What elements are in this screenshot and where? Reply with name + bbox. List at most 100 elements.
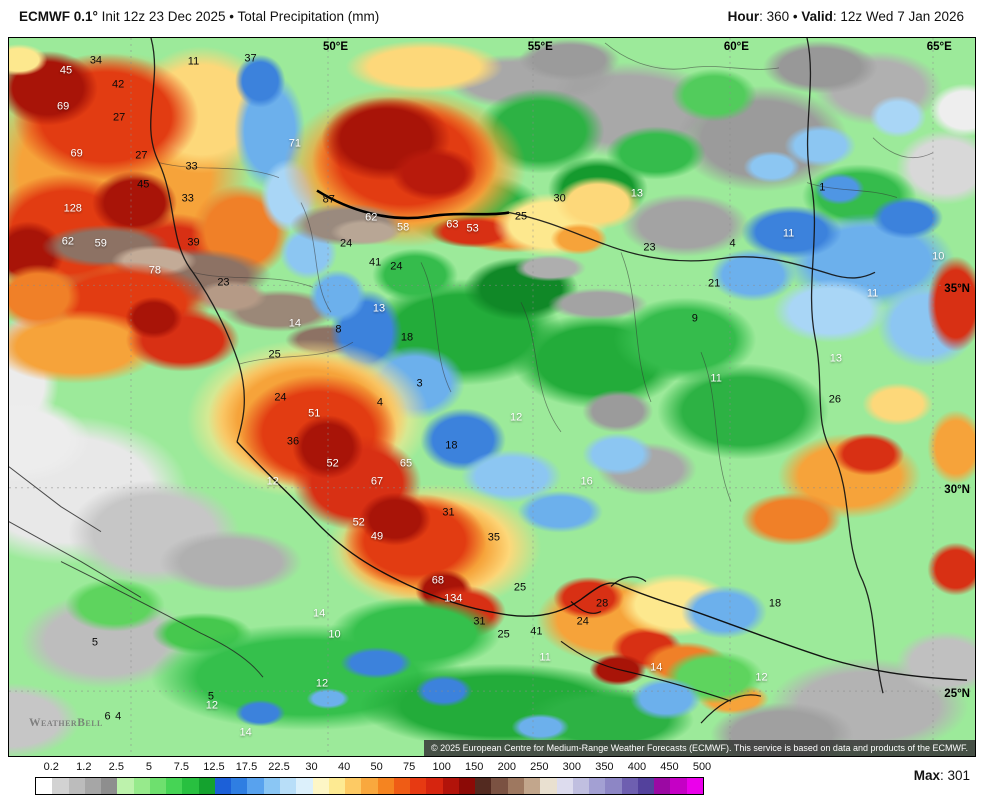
colorbar-tick-label: 300 (562, 761, 582, 773)
precip-value-label: 34 (89, 54, 103, 67)
precip-blob (347, 483, 444, 555)
precip-value-label: 25 (514, 210, 528, 223)
max-value-label: Max: 301 (914, 768, 970, 783)
precip-value-label: 31 (473, 615, 486, 628)
precip-value-label: 14 (650, 661, 663, 674)
precip-blob (849, 375, 947, 433)
colorbar-tick-label: 50 (370, 761, 383, 773)
colorbar-cell (279, 778, 297, 794)
max-value: : 301 (939, 768, 970, 783)
latitude-label: 25°N (944, 687, 970, 700)
precip-value-label: 12 (205, 699, 218, 712)
precip-value-label: 87 (322, 193, 335, 206)
precip-value-label: 5 (207, 690, 214, 703)
precip-value-label: 24 (340, 237, 353, 250)
colorbar-tick-label: 500 (692, 761, 712, 773)
colorbar-cell (117, 778, 134, 794)
precip-value-label: 9 (691, 312, 698, 325)
precip-blob (917, 239, 975, 369)
precip-blob (9, 253, 96, 340)
precip-value-label: 25 (497, 628, 510, 641)
precip-value-label: 24 (390, 260, 403, 273)
precip-value-label: 52 (326, 457, 339, 470)
precip-value-label: 37 (244, 52, 257, 65)
precip-value-label: 11 (539, 651, 551, 664)
longitude-label: 65°E (926, 41, 952, 53)
precip-value-label: 71 (288, 137, 302, 150)
precip-blob (859, 88, 937, 146)
precip-value-label: 42 (112, 78, 125, 91)
colorbar-cell (540, 778, 557, 794)
colorbar-tick-label: 17.5 (235, 761, 258, 773)
colorbar-cell (458, 778, 476, 794)
latitude-label: 30°N (944, 484, 970, 497)
colorbar-cell (686, 778, 703, 794)
colorbar-tick-labels: 0.2 1.2 2.5 5 7.5 12.5 17.5 22.5 30 40 50 75 100 150 2… (35, 761, 712, 774)
colorbar-cell (621, 778, 638, 794)
precip-value-label: 59 (94, 237, 107, 250)
colorbar-cell (637, 778, 655, 794)
colorbar-cell (442, 778, 459, 794)
forecast-valid-title: Hour: 360 • Valid: 12z Wed 7 Jan 2026 (728, 9, 964, 24)
precip-value-label: 18 (445, 439, 458, 452)
precip-value-label: 45 (137, 178, 150, 191)
colorbar-cell (523, 778, 541, 794)
precip-value-label: 23 (217, 276, 230, 289)
precip-value-label: 128 (63, 202, 82, 215)
model-run-title: ECMWF 0.1° Init 12z 23 Dec 2025 • Total … (19, 9, 379, 24)
colorbar-cell (231, 778, 248, 794)
precip-blob (9, 669, 106, 756)
precip-value-label: 4 (115, 710, 122, 722)
border-path (832, 453, 884, 694)
precip-value-label: 14 (288, 317, 302, 330)
valid-label: Valid (801, 9, 833, 24)
precip-value-label: 16 (580, 475, 593, 488)
border-path (508, 211, 876, 279)
precip-value-label: 6 (104, 710, 111, 722)
precip-value-label: 18 (768, 597, 782, 610)
precip-value-label: 25 (268, 348, 281, 361)
colorbar-cell (328, 778, 346, 794)
colorbar-tick-label: 75 (403, 761, 416, 773)
colorbar-cell (263, 778, 280, 794)
colorbar-cell (36, 778, 53, 794)
precip-blob (733, 145, 811, 189)
longitude-label: 60°E (723, 41, 749, 53)
latitude-label: 35°N (944, 282, 970, 295)
precip-blob (617, 669, 715, 728)
precip-value-label: 11 (187, 55, 200, 68)
precip-blob (9, 382, 116, 498)
colorbar-cell (214, 778, 232, 794)
precip-value-label: 10 (932, 250, 945, 263)
precip-value-label: 49 (370, 530, 384, 543)
precip-value-label: 13 (829, 352, 843, 365)
precip-blob (569, 425, 666, 484)
colorbar-cell (68, 778, 85, 794)
precip-value-label: 68 (431, 574, 445, 587)
border-path (9, 38, 975, 756)
precip-value-label: 27 (135, 149, 148, 162)
colorbar-tick-label: 250 (530, 761, 549, 773)
colorbar-cell (361, 778, 378, 794)
precip-value-label: 78 (148, 264, 161, 277)
precip-value-label: 134 (444, 592, 463, 605)
colorbar-tick-label: 12.5 (203, 761, 225, 773)
colorbar-cell (84, 778, 102, 794)
precip-blob (298, 684, 357, 713)
colorbar-tick-label: 0.2 (43, 761, 59, 773)
precip-value-label: 26 (828, 393, 842, 406)
colorbar-tick-label: 5 (145, 761, 152, 773)
border-path (236, 441, 968, 681)
colorbar-tick-label: 100 (432, 761, 451, 773)
colorbar-cell (377, 778, 394, 794)
colorbar-cell (312, 778, 329, 794)
precip-value-label: 24 (274, 391, 287, 404)
precip-value-label: 41 (368, 256, 382, 269)
precip-value-label: 4 (376, 396, 383, 409)
precip-value-label: 11 (710, 372, 722, 385)
precip-value-label: 33 (181, 192, 194, 205)
colorbar-cell (507, 778, 524, 794)
precip-value-label: 28 (595, 597, 609, 610)
country-borders-overlay (9, 38, 975, 756)
precip-value-label: 13 (630, 187, 644, 200)
